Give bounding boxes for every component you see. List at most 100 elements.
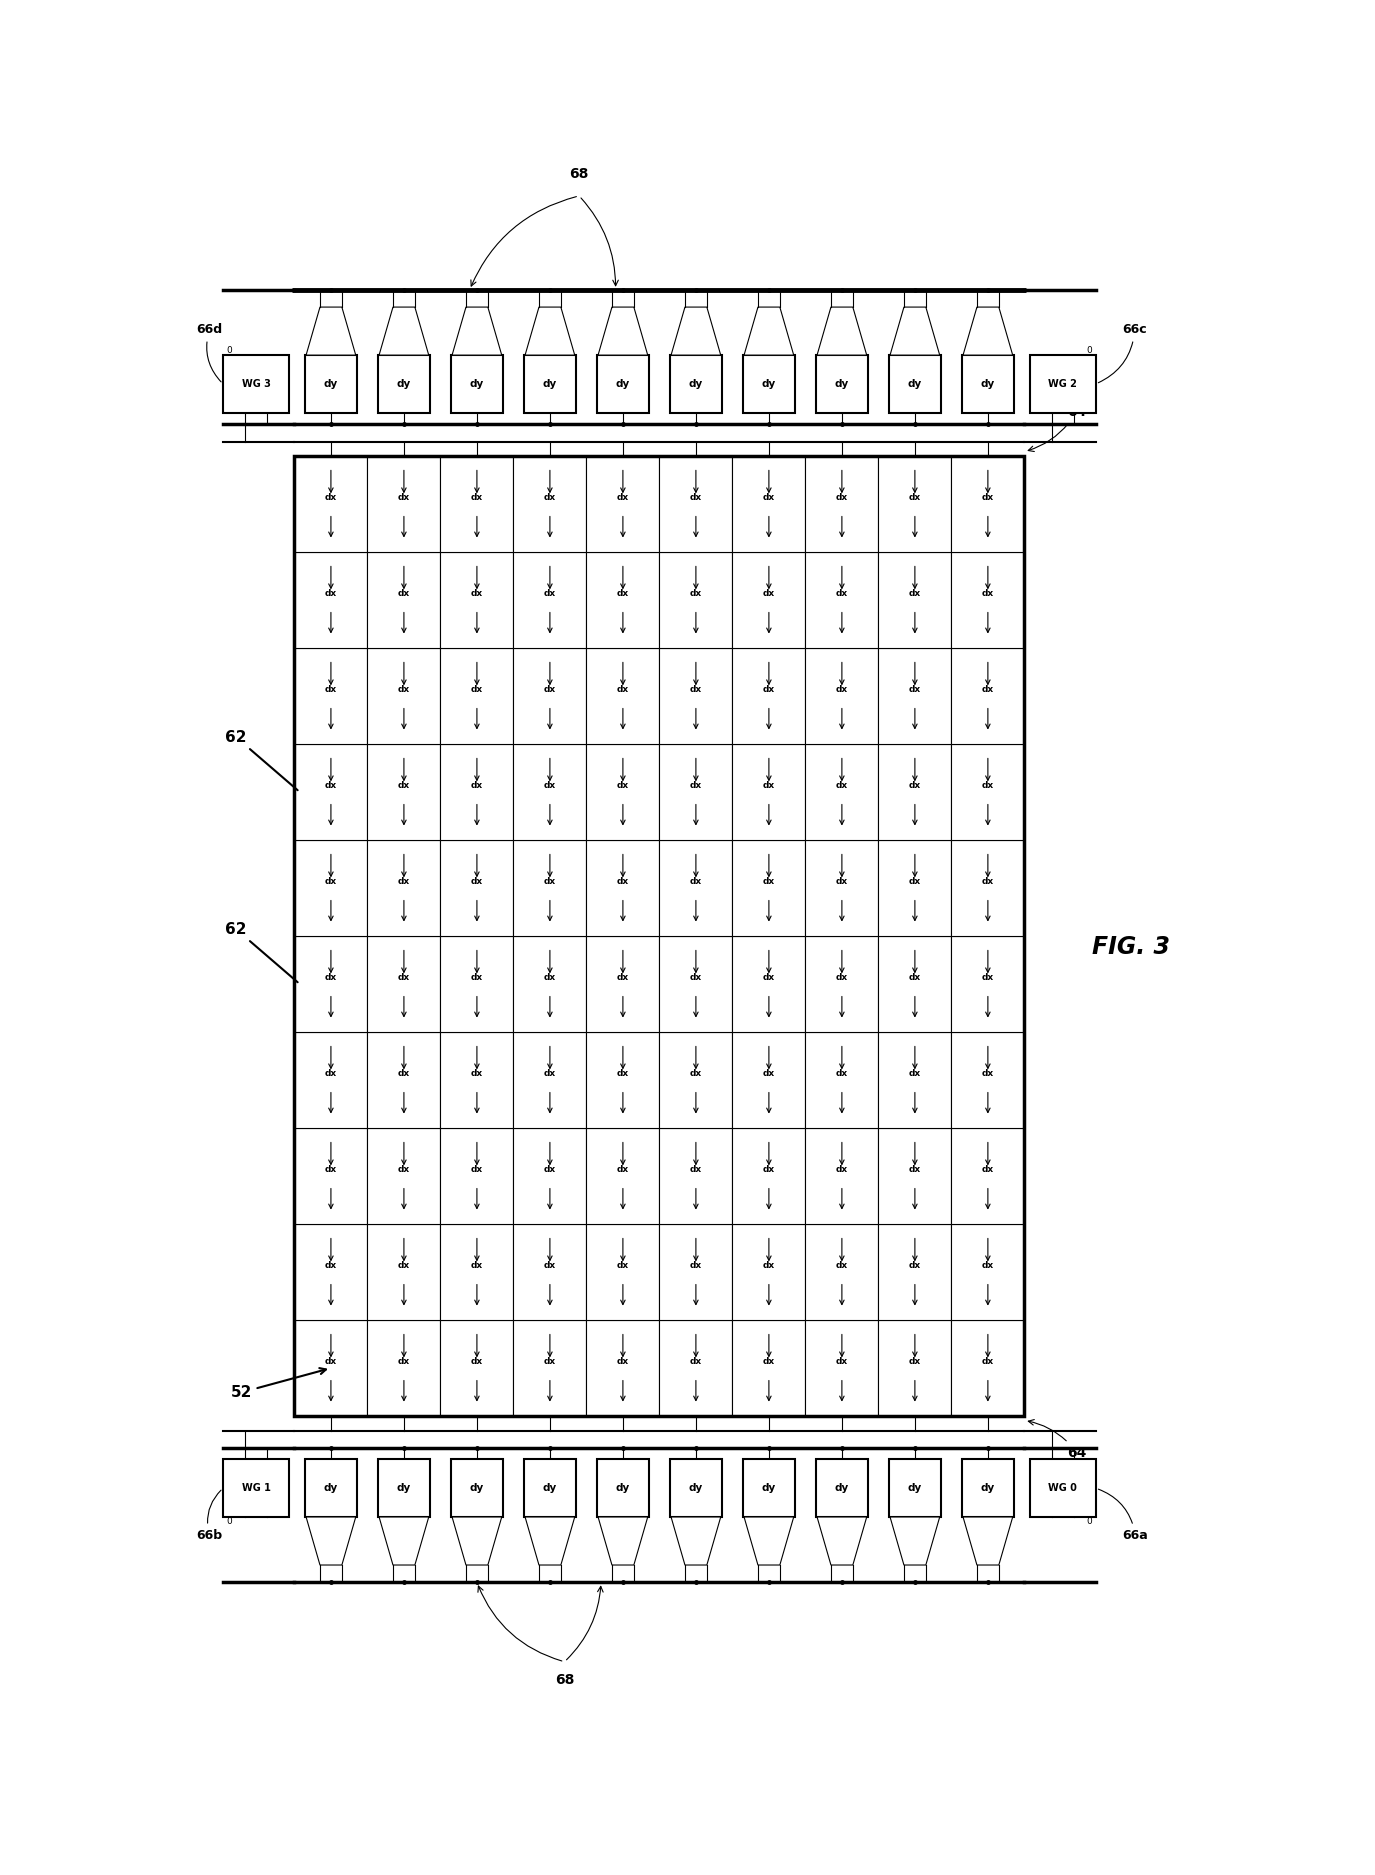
Text: dy: dy [689, 379, 703, 388]
Text: dx: dx [836, 589, 848, 598]
Text: dx: dx [836, 684, 848, 694]
Bar [513, 1320, 586, 1416]
Bar [440, 649, 513, 744]
Bar [367, 1224, 440, 1320]
Bar [951, 456, 1024, 551]
Text: dx: dx [470, 684, 483, 694]
Text: dx: dx [763, 1260, 776, 1269]
Text: WG 1: WG 1 [242, 1483, 271, 1492]
Text: dx: dx [544, 1069, 556, 1078]
Bar [294, 1224, 367, 1320]
Text: dx: dx [617, 878, 628, 885]
Text: 0: 0 [1086, 347, 1093, 354]
Polygon shape [307, 1517, 356, 1566]
Text: dx: dx [617, 1260, 628, 1269]
Text: dx: dx [836, 1358, 848, 1365]
Bar [660, 1129, 733, 1224]
Text: dx: dx [763, 780, 776, 789]
Text: dx: dx [470, 589, 483, 598]
Text: dx: dx [617, 780, 628, 789]
Text: dy: dy [762, 379, 776, 388]
Text: 66a: 66a [1099, 1489, 1148, 1541]
Bar [294, 936, 367, 1031]
Bar [888, 354, 940, 412]
Bar [367, 1031, 440, 1129]
Text: dx: dx [470, 973, 483, 982]
Text: dx: dx [909, 589, 921, 598]
Bar [670, 354, 722, 412]
Text: dx: dx [470, 1358, 483, 1365]
Text: dx: dx [324, 1358, 337, 1365]
Bar [367, 649, 440, 744]
Text: dx: dx [544, 973, 556, 982]
Bar [1030, 1459, 1096, 1517]
Bar [524, 354, 576, 412]
Text: dx: dx [324, 973, 337, 982]
Bar [513, 1224, 586, 1320]
Text: dx: dx [324, 589, 337, 598]
Text: dx: dx [544, 493, 556, 502]
Text: dx: dx [763, 589, 776, 598]
Bar [294, 551, 367, 649]
Text: dy: dy [470, 1483, 484, 1492]
Bar [879, 840, 951, 936]
Bar [294, 1320, 367, 1416]
Bar [660, 1320, 733, 1416]
Text: dx: dx [397, 973, 410, 982]
Text: 68: 68 [556, 1672, 575, 1688]
Text: dx: dx [763, 684, 776, 694]
Polygon shape [817, 1517, 866, 1566]
Text: dx: dx [836, 878, 848, 885]
Text: 64: 64 [1028, 405, 1086, 452]
Text: FIG. 3: FIG. 3 [1092, 936, 1170, 958]
Bar [951, 744, 1024, 840]
Text: dx: dx [909, 1069, 921, 1078]
Text: dy: dy [323, 1483, 338, 1492]
Bar [513, 1129, 586, 1224]
Bar [806, 936, 879, 1031]
Text: dx: dx [470, 780, 483, 789]
Text: dy: dy [689, 1483, 703, 1492]
Text: dy: dy [908, 379, 923, 388]
Text: dx: dx [690, 878, 703, 885]
Bar [660, 649, 733, 744]
Text: dx: dx [836, 1260, 848, 1269]
Bar [733, 840, 806, 936]
Bar [586, 840, 660, 936]
Bar [806, 1031, 879, 1129]
Bar [815, 1459, 868, 1517]
Text: WG 0: WG 0 [1048, 1483, 1077, 1492]
Bar [951, 1031, 1024, 1129]
Text: dx: dx [470, 1164, 483, 1174]
Text: WG 3: WG 3 [242, 379, 271, 388]
Bar [524, 1459, 576, 1517]
Polygon shape [817, 308, 866, 354]
Bar [305, 1459, 358, 1517]
Text: dx: dx [470, 1069, 483, 1078]
Bar [367, 936, 440, 1031]
Polygon shape [598, 308, 648, 354]
Bar [733, 1320, 806, 1416]
Polygon shape [890, 1517, 939, 1566]
Bar [294, 1129, 367, 1224]
Text: dx: dx [982, 878, 994, 885]
Bar [815, 354, 868, 412]
Bar [733, 456, 806, 551]
Bar [367, 840, 440, 936]
Text: 52: 52 [231, 1369, 326, 1401]
Bar [440, 840, 513, 936]
Bar [367, 1320, 440, 1416]
Bar [951, 840, 1024, 936]
Polygon shape [671, 1517, 720, 1566]
Text: dx: dx [836, 493, 848, 502]
Bar [951, 936, 1024, 1031]
Polygon shape [598, 1517, 648, 1566]
Text: dx: dx [690, 973, 703, 982]
Bar [951, 1224, 1024, 1320]
Text: dy: dy [616, 379, 630, 388]
Bar [806, 1129, 879, 1224]
Text: dx: dx [397, 878, 410, 885]
Bar [660, 936, 733, 1031]
Bar [597, 354, 649, 412]
Text: dx: dx [763, 973, 776, 982]
